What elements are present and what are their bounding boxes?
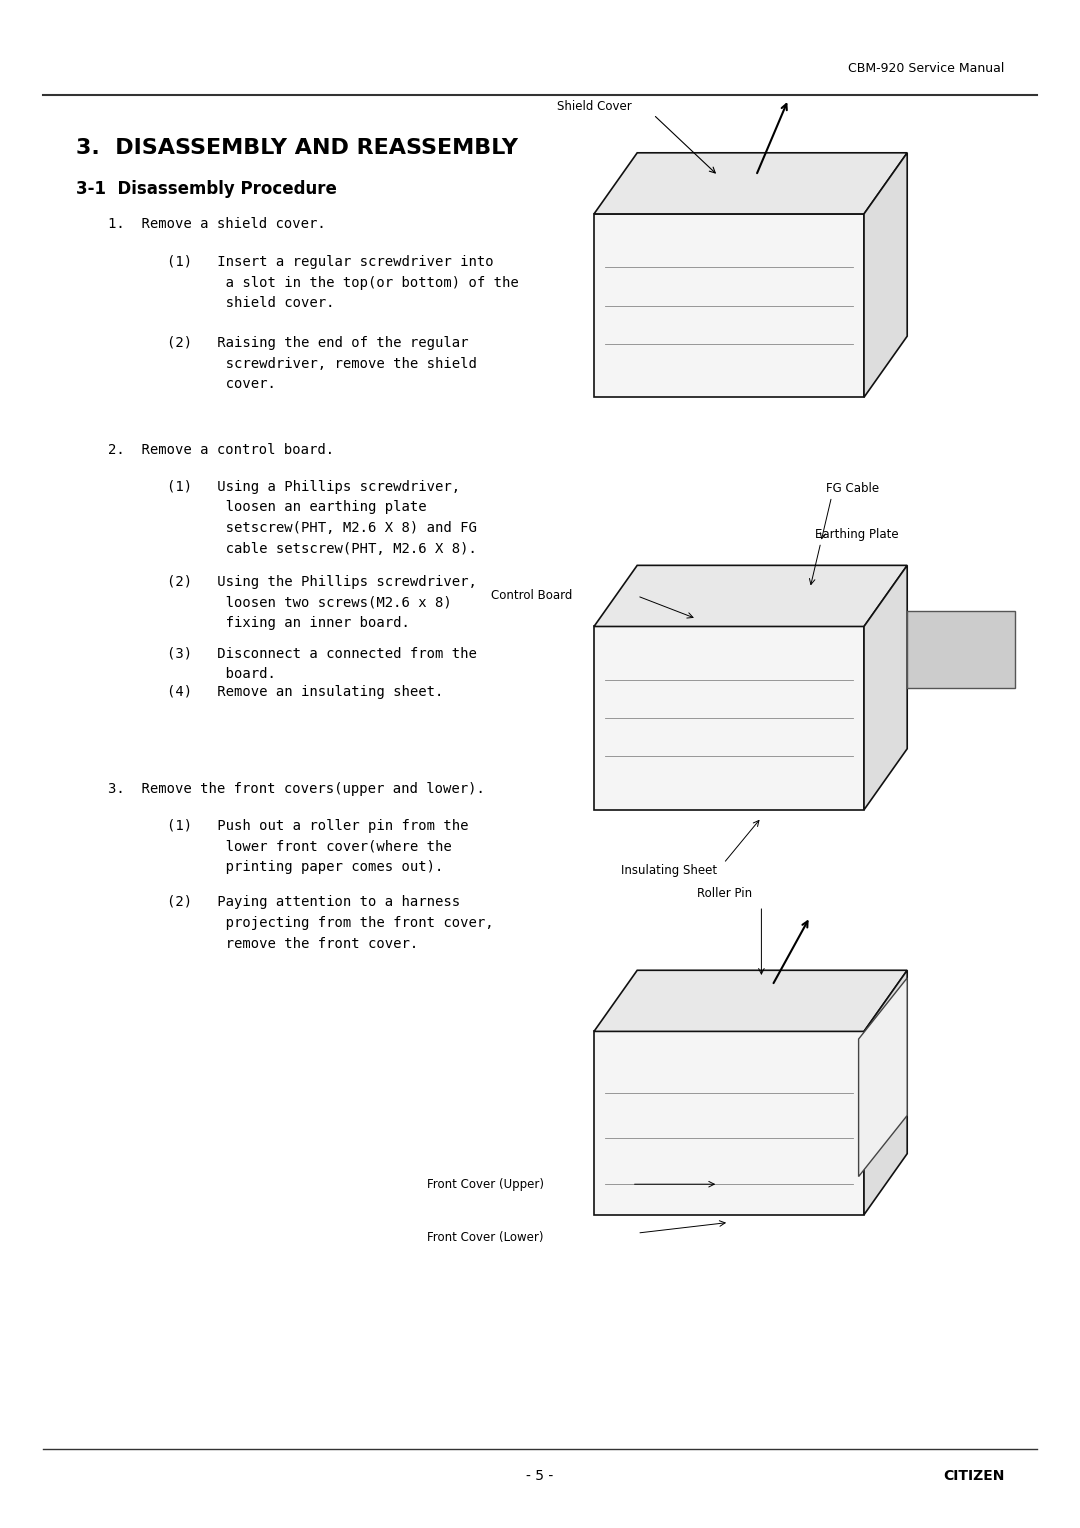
Text: (1)   Using a Phillips screwdriver,
       loosen an earthing plate
       setsc: (1) Using a Phillips screwdriver, loosen… [167, 480, 477, 556]
Polygon shape [864, 153, 907, 397]
Polygon shape [594, 565, 907, 626]
Text: 1.  Remove a shield cover.: 1. Remove a shield cover. [108, 217, 326, 231]
Text: Shield Cover: Shield Cover [557, 101, 632, 113]
Text: 3-1  Disassembly Procedure: 3-1 Disassembly Procedure [76, 180, 337, 199]
FancyBboxPatch shape [594, 1031, 864, 1215]
Text: (4)   Remove an insulating sheet.: (4) Remove an insulating sheet. [167, 685, 444, 698]
Polygon shape [594, 153, 907, 214]
Text: (2)   Paying attention to a harness
       projecting from the front cover,
    : (2) Paying attention to a harness projec… [167, 895, 494, 950]
Text: Earthing Plate: Earthing Plate [815, 529, 899, 541]
Polygon shape [594, 970, 907, 1031]
Text: (1)   Push out a roller pin from the
       lower front cover(where the
       p: (1) Push out a roller pin from the lower… [167, 819, 469, 874]
Text: - 5 -: - 5 - [526, 1468, 554, 1484]
Polygon shape [864, 970, 907, 1215]
Text: 3.  DISASSEMBLY AND REASSEMBLY: 3. DISASSEMBLY AND REASSEMBLY [76, 138, 517, 157]
FancyBboxPatch shape [594, 214, 864, 397]
Text: (3)   Disconnect a connected from the
       board.: (3) Disconnect a connected from the boar… [167, 646, 477, 681]
Text: CBM-920 Service Manual: CBM-920 Service Manual [848, 63, 1004, 75]
Text: FG Cable: FG Cable [826, 483, 879, 495]
Text: (2)   Raising the end of the regular
       screwdriver, remove the shield
     : (2) Raising the end of the regular screw… [167, 336, 477, 391]
Polygon shape [859, 978, 907, 1177]
Text: CITIZEN: CITIZEN [943, 1468, 1004, 1484]
Text: Control Board: Control Board [491, 590, 572, 602]
FancyBboxPatch shape [594, 626, 864, 810]
Text: (1)   Insert a regular screwdriver into
       a slot in the top(or bottom) of t: (1) Insert a regular screwdriver into a … [167, 255, 519, 310]
Text: 3.  Remove the front covers(upper and lower).: 3. Remove the front covers(upper and low… [108, 782, 485, 796]
Text: Front Cover (Upper): Front Cover (Upper) [427, 1178, 543, 1190]
Polygon shape [907, 611, 1015, 688]
Text: Insulating Sheet: Insulating Sheet [621, 865, 717, 877]
Text: 2.  Remove a control board.: 2. Remove a control board. [108, 443, 334, 457]
Text: (2)   Using the Phillips screwdriver,
       loosen two screws(M2.6 x 8)
       : (2) Using the Phillips screwdriver, loos… [167, 575, 477, 630]
Polygon shape [864, 565, 907, 810]
Text: Roller Pin: Roller Pin [697, 888, 752, 900]
Text: Front Cover (Lower): Front Cover (Lower) [427, 1232, 543, 1244]
